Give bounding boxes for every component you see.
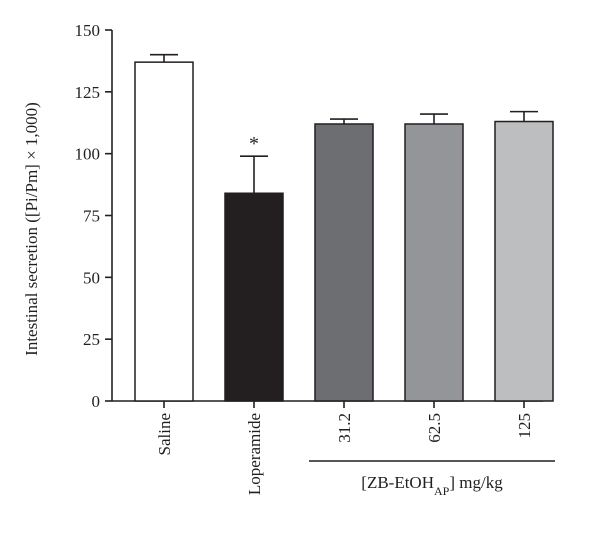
y-axis-title: Intestinal secretion ([Pi/Pm] × 1,000) xyxy=(22,102,41,356)
category-label: 31.2 xyxy=(335,413,354,443)
y-tick-label: 0 xyxy=(92,392,101,411)
y-axis: 0 25 50 75 100 125 150 xyxy=(75,21,113,411)
x-axis xyxy=(112,400,543,408)
group-label-subscript: AP xyxy=(434,484,450,498)
y-tick-label: 50 xyxy=(83,268,100,287)
bar-31-2 xyxy=(314,123,374,402)
category-label: Saline xyxy=(155,413,174,456)
y-tick-label: 125 xyxy=(75,83,101,102)
y-tick-label: 100 xyxy=(75,145,101,164)
significance-marker: * xyxy=(249,133,259,155)
group-label: [ZB-EtOHAP] mg/kg xyxy=(361,473,503,498)
category-label: 125 xyxy=(515,413,534,439)
bars xyxy=(134,61,554,402)
bar-saline xyxy=(134,61,194,402)
y-tick-label: 25 xyxy=(83,330,100,349)
annotations: * xyxy=(249,133,259,155)
error-bars xyxy=(150,53,538,194)
group-label-prefix: [ZB-EtOH xyxy=(361,473,434,492)
category-label: Loperamide xyxy=(245,413,264,495)
bar-loperamide xyxy=(224,192,284,402)
category-labels: Saline Loperamide 31.2 62.5 125 xyxy=(155,413,534,495)
group-bracket: [ZB-EtOHAP] mg/kg xyxy=(309,460,555,498)
y-tick-label: 150 xyxy=(75,21,101,40)
y-tick-label: 75 xyxy=(83,207,100,226)
category-label: 62.5 xyxy=(425,413,444,443)
bar-62-5 xyxy=(404,123,464,402)
bar-125 xyxy=(494,120,554,402)
group-label-suffix: ] mg/kg xyxy=(449,473,503,492)
